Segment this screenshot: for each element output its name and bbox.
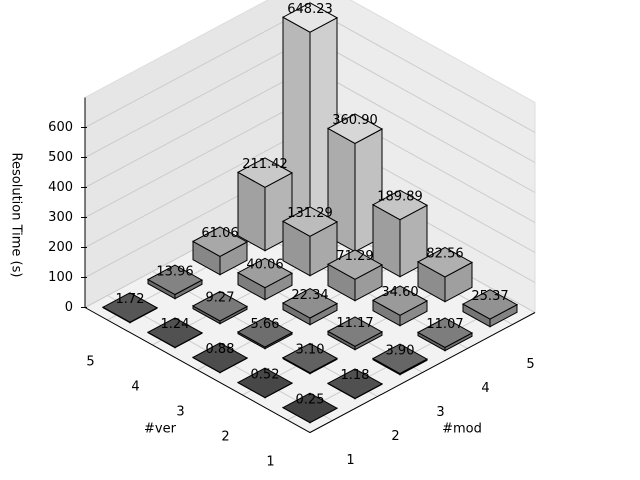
bar-top [236, 257, 294, 289]
bar-top [191, 342, 249, 373]
value-label: 22.34 [291, 288, 328, 303]
bar [281, 206, 339, 277]
y-tick-label: 2 [221, 430, 229, 445]
value-label: 1.24 [161, 317, 190, 332]
x-tick-label: 1 [346, 453, 354, 468]
bar [191, 290, 249, 325]
z-tick-label: 0 [65, 300, 73, 315]
value-label: 0.88 [206, 342, 235, 357]
bar [371, 189, 429, 278]
z-tick-label: 300 [48, 210, 73, 225]
bar-top [416, 317, 474, 348]
bar-top [326, 316, 384, 347]
bar-top [281, 206, 339, 237]
bar-top [281, 288, 339, 319]
z-axis-label: Resolution Time (s) [9, 153, 24, 278]
value-label: 3.90 [386, 343, 415, 358]
bar-top [326, 249, 384, 280]
bar-top [101, 292, 159, 323]
z-tick-label: 600 [48, 120, 73, 135]
bar [326, 249, 384, 302]
value-label: 0.52 [251, 367, 280, 382]
x-tick-label: 4 [481, 381, 489, 396]
y-tick-label: 5 [86, 355, 94, 370]
bar-top [281, 342, 339, 374]
value-label: 34.60 [381, 285, 418, 300]
z-tick-label: 100 [48, 270, 73, 285]
bar [461, 289, 519, 328]
value-label: 0.25 [296, 392, 325, 407]
z-tick-label: 500 [48, 150, 73, 165]
bar [236, 367, 294, 399]
bar-top [281, 392, 339, 424]
value-label: 40.06 [246, 257, 283, 272]
y-tick-label: 4 [131, 380, 139, 395]
value-label: 1.72 [116, 292, 145, 307]
bar-top [326, 113, 384, 144]
bar-top [371, 189, 429, 221]
value-label: 82.56 [426, 247, 463, 262]
bar [371, 285, 429, 327]
bar-top [281, 2, 339, 33]
bar-top [191, 226, 249, 257]
y-tick-label: 1 [266, 455, 274, 470]
bar-top [371, 285, 429, 316]
bar [371, 343, 429, 376]
bar-top [146, 264, 204, 296]
z-tick-label: 400 [48, 180, 73, 195]
value-label: 1.18 [341, 368, 370, 383]
bar [191, 226, 249, 276]
bar [326, 368, 384, 400]
value-label: 71.29 [336, 249, 373, 264]
bar-top [461, 289, 519, 320]
value-label: 5.66 [251, 317, 280, 332]
bar [326, 316, 384, 351]
bar-top [146, 317, 204, 348]
bar [281, 342, 339, 375]
bar [281, 288, 339, 326]
value-label: 11.17 [336, 316, 373, 331]
bar-top [191, 290, 249, 322]
value-label: 25.37 [471, 289, 508, 304]
bar [236, 157, 294, 252]
x-tick-label: 5 [526, 357, 534, 372]
axis-edge [84, 307, 536, 434]
value-label: 13.96 [156, 264, 193, 279]
x-axis-label: #mod [442, 422, 482, 437]
y-tick-label: 3 [176, 405, 184, 420]
bar-top [416, 246, 474, 278]
bar [101, 292, 159, 324]
y-axis-label: #ver [144, 422, 177, 437]
x-tick-label: 2 [391, 429, 399, 444]
bar [146, 264, 204, 300]
value-label: 11.07 [426, 317, 463, 332]
bar-top [236, 367, 294, 399]
value-label: 61.06 [201, 226, 238, 241]
x-tick-label: 3 [436, 405, 444, 420]
bar [191, 342, 249, 374]
bar [281, 392, 339, 424]
bar-top [236, 317, 294, 348]
value-label: 131.29 [287, 206, 333, 221]
bar-top [326, 368, 384, 399]
bar-top [236, 157, 294, 188]
bar [236, 317, 294, 350]
z-tick-label: 200 [48, 240, 73, 255]
bar [416, 317, 474, 352]
value-label: 211.42 [242, 157, 288, 172]
bar-top [371, 343, 429, 375]
bar [236, 257, 294, 301]
value-label: 648.23 [287, 2, 333, 17]
bar [146, 317, 204, 349]
value-label: 189.89 [377, 190, 423, 205]
value-label: 9.27 [206, 291, 235, 306]
value-label: 360.90 [332, 113, 378, 128]
value-label: 3.10 [296, 343, 325, 358]
bar [416, 246, 474, 303]
